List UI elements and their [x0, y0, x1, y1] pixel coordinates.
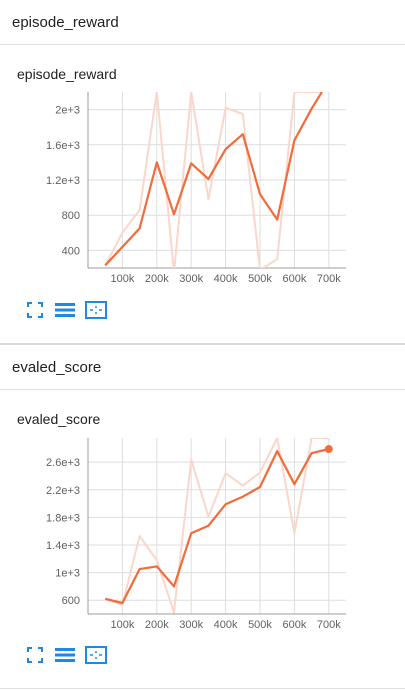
y-tick-label: 800: [62, 210, 80, 222]
x-tick-label: 200k: [145, 619, 169, 631]
x-tick-label: 300k: [179, 273, 203, 285]
fullscreen-icon[interactable]: [24, 300, 46, 320]
x-tick-label: 700k: [317, 619, 341, 631]
section-header-evaled-score[interactable]: evaled_score: [0, 345, 405, 390]
x-tick-label: 500k: [248, 273, 272, 285]
x-tick-label: 200k: [145, 273, 169, 285]
card-title: evaled_score: [17, 411, 101, 427]
raw-series-line: [104, 438, 329, 614]
y-tick-label: 1.8e+3: [46, 512, 80, 524]
y-tick-label: 1e+3: [55, 568, 80, 580]
y-tick-label: 1.2e+3: [46, 175, 80, 187]
last-point-marker: [324, 445, 333, 454]
y-tick-label: 2e+3: [55, 105, 80, 117]
fullscreen-icon[interactable]: [24, 645, 46, 665]
x-tick-label: 600k: [282, 619, 306, 631]
evaled-score-chart[interactable]: 100k 200k 300k 400k 500k 600k 700k 600 1e+3 1.4e+…: [0, 432, 405, 642]
y-tick-label: 2.2e+3: [46, 485, 80, 497]
y-tick-label: 400: [62, 245, 80, 257]
y-tick-label: 1.4e+3: [46, 540, 80, 552]
smoothed-series-line: [104, 92, 323, 267]
raw-series-line: [104, 92, 322, 268]
x-tick-label: 600k: [282, 273, 306, 285]
x-tick-label: 100k: [110, 619, 134, 631]
x-tick-label: 500k: [248, 619, 272, 631]
x-tick-label: 300k: [179, 619, 203, 631]
section-divider: [0, 688, 405, 689]
x-tick-label: 400k: [214, 619, 238, 631]
section-header-episode-reward[interactable]: episode_reward: [0, 0, 405, 45]
episode-reward-chart[interactable]: 100k 200k 300k 400k 500k 600k 700k 400 800 1.2e+3…: [0, 86, 405, 296]
fit-domain-icon[interactable]: [85, 300, 107, 320]
x-tick-label: 400k: [214, 273, 238, 285]
chart-toolbar: [24, 300, 114, 320]
data-table-icon[interactable]: [54, 300, 76, 320]
section-divider: [0, 343, 405, 345]
section-title: episode_reward: [12, 14, 119, 31]
y-tick-label: 1.6e+3: [46, 140, 80, 152]
y-tick-label: 600: [62, 595, 80, 607]
card-title: episode_reward: [17, 66, 117, 82]
y-tick-label: 2.6e+3: [46, 457, 80, 469]
chart-toolbar: [24, 645, 114, 665]
fit-domain-icon[interactable]: [85, 645, 107, 665]
x-tick-label: 100k: [110, 273, 134, 285]
x-tick-label: 700k: [317, 273, 341, 285]
data-table-icon[interactable]: [54, 645, 76, 665]
section-title: evaled_score: [12, 359, 102, 376]
smoothed-series-line: [104, 447, 330, 605]
